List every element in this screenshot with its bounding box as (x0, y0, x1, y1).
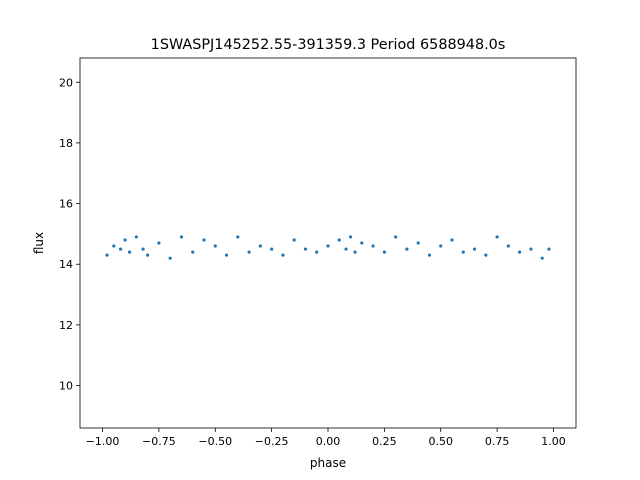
data-point (439, 244, 443, 248)
data-point (123, 238, 127, 242)
data-point (416, 241, 420, 245)
x-tick-label: 0.25 (372, 435, 397, 448)
data-point (128, 250, 132, 254)
data-point (405, 247, 409, 251)
data-point (281, 253, 285, 257)
data-point (326, 244, 330, 248)
data-point (141, 247, 145, 251)
x-tick-label: −0.75 (142, 435, 176, 448)
data-point (495, 235, 499, 239)
data-point (270, 247, 274, 251)
y-tick-label: 10 (59, 380, 73, 393)
data-point (224, 253, 229, 257)
data-point (213, 244, 217, 248)
data-point (394, 235, 398, 239)
data-point (179, 235, 184, 239)
y-tick-label: 14 (59, 258, 73, 271)
data-point (547, 247, 551, 251)
plot-area-background (80, 58, 576, 428)
x-tick-label: −1.00 (86, 435, 120, 448)
data-point (382, 250, 386, 254)
data-point (529, 247, 533, 251)
y-tick-label: 16 (59, 198, 73, 211)
data-point (236, 235, 240, 239)
chart-title: 1SWASPJ145252.55-391359.3 Period 6588948… (151, 37, 506, 53)
y-tick-label: 12 (59, 319, 73, 332)
data-point (337, 238, 341, 242)
data-point (292, 238, 296, 242)
data-point (303, 247, 308, 251)
x-tick-label: 1.00 (541, 435, 566, 448)
data-point (360, 241, 364, 245)
data-point (134, 235, 138, 239)
data-point (191, 250, 195, 254)
data-point (348, 235, 353, 239)
data-point (202, 238, 206, 242)
data-point (461, 250, 465, 254)
x-tick-label: −0.50 (198, 435, 232, 448)
data-point (157, 241, 161, 245)
data-point (353, 250, 357, 254)
data-point (371, 244, 375, 248)
x-tick-label: 0.00 (316, 435, 341, 448)
scatter-points (105, 235, 551, 260)
data-point (146, 253, 150, 257)
data-point (484, 253, 488, 257)
y-tick-label: 18 (59, 137, 73, 150)
data-point (427, 253, 432, 257)
x-tick-label: 0.75 (485, 435, 510, 448)
data-point (118, 247, 123, 251)
data-point (506, 244, 510, 248)
y-axis-label: flux (32, 232, 46, 254)
data-point (540, 256, 544, 260)
x-axis: −1.00 −0.75 −0.50 −0.25 0.00 0.25 0.50 0.75 1.00 (86, 428, 566, 448)
data-point (168, 256, 172, 260)
data-point (450, 238, 454, 242)
x-tick-label: 0.50 (428, 435, 453, 448)
data-point (112, 244, 116, 248)
data-point (518, 250, 522, 254)
data-point (472, 247, 477, 251)
y-axis: 10 12 14 16 18 20 (59, 76, 80, 393)
data-point (247, 250, 251, 254)
x-tick-label: −0.25 (255, 435, 289, 448)
data-point (258, 244, 262, 248)
data-point (105, 253, 109, 257)
data-point (344, 247, 348, 251)
data-point (315, 250, 319, 254)
x-axis-label: phase (310, 456, 346, 470)
y-tick-label: 20 (59, 76, 73, 89)
